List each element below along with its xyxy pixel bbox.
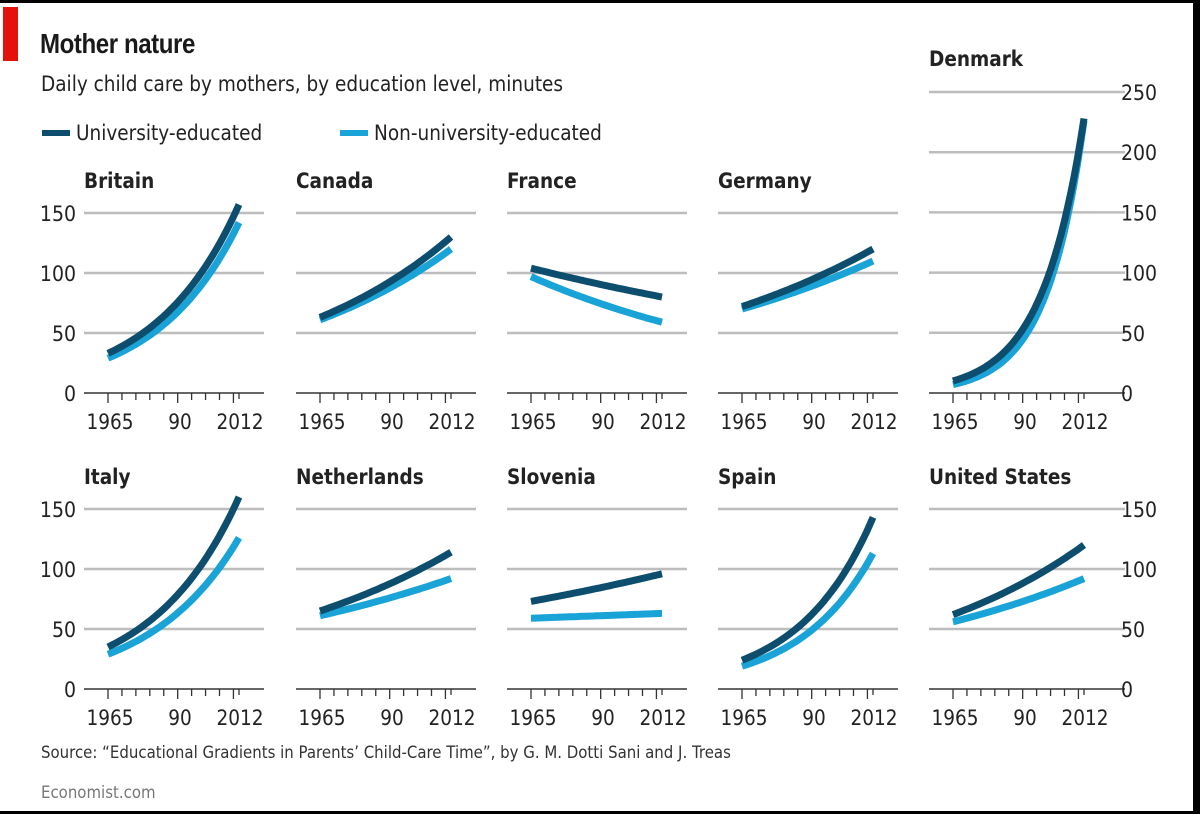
x-tick-label-britain-90: 90	[168, 410, 192, 434]
series-line-canada-university	[318, 234, 454, 321]
x-tick-label-denmark-2012: 2012	[1061, 410, 1108, 434]
panel-title-italy: Italy	[84, 465, 131, 489]
x-tick-label-france-90: 90	[591, 410, 615, 434]
panel-title-slovenia: Slovenia	[507, 465, 596, 489]
series-line-britain-university	[106, 203, 243, 357]
series-line-spain-non-university	[740, 551, 877, 670]
x-tick-label-slovenia-1965: 1965	[509, 706, 556, 730]
series-line-spain-university	[740, 515, 877, 664]
series-line-netherlands-non-university	[319, 575, 453, 620]
y-tick-label-united-states-100: 100	[1121, 557, 1157, 582]
y-tick-label-united-states-50: 50	[1121, 617, 1145, 642]
series-line-slovenia-non-university	[530, 609, 663, 622]
panel-title-britain: Britain	[84, 169, 154, 193]
x-tick-label-italy-90: 90	[168, 706, 192, 730]
y-tick-label-italy-150: 150	[40, 497, 76, 522]
x-tick-label-spain-90: 90	[802, 706, 826, 730]
panel-title-netherlands: Netherlands	[296, 465, 424, 489]
y-tick-label-denmark-150: 150	[1121, 200, 1157, 225]
x-tick-label-netherlands-2012: 2012	[428, 706, 475, 730]
legend-label-university: University-educated	[76, 121, 263, 145]
x-tick-label-netherlands-1965: 1965	[298, 706, 345, 730]
source-note: Source: “Educational Gradients in Parent…	[41, 743, 731, 763]
x-tick-label-slovenia-2012: 2012	[639, 706, 686, 730]
y-tick-label-italy-0: 0	[64, 677, 76, 702]
x-tick-label-netherlands-90: 90	[380, 706, 404, 730]
x-tick-label-slovenia-90: 90	[591, 706, 615, 730]
legend-swatch-university	[42, 130, 70, 136]
chart-frame	[0, 3, 1193, 811]
y-tick-label-britain-50: 50	[52, 321, 76, 346]
x-tick-label-spain-1965: 1965	[720, 706, 767, 730]
x-tick-label-germany-2012: 2012	[850, 410, 897, 434]
y-tick-label-denmark-200: 200	[1121, 140, 1157, 165]
x-tick-label-france-2012: 2012	[639, 410, 686, 434]
panel-title-spain: Spain	[718, 465, 776, 489]
y-tick-label-italy-100: 100	[40, 557, 76, 582]
y-tick-label-britain-150: 150	[40, 201, 76, 226]
y-tick-label-denmark-0: 0	[1121, 381, 1133, 406]
series-line-france-university	[530, 264, 663, 301]
y-tick-label-united-states-150: 150	[1121, 497, 1157, 522]
series-line-slovenia-university	[530, 570, 663, 605]
y-tick-label-denmark-100: 100	[1121, 261, 1157, 286]
series-line-germany-university	[740, 245, 875, 310]
x-tick-label-france-1965: 1965	[509, 410, 556, 434]
x-tick-label-spain-2012: 2012	[850, 706, 897, 730]
y-tick-label-britain-100: 100	[40, 261, 76, 286]
x-tick-label-germany-1965: 1965	[720, 410, 767, 434]
x-tick-label-canada-90: 90	[380, 410, 404, 434]
series-line-italy-non-university	[106, 535, 243, 658]
x-tick-label-germany-90: 90	[802, 410, 826, 434]
y-tick-label-britain-0: 0	[64, 381, 76, 406]
x-tick-label-denmark-90: 90	[1013, 410, 1037, 434]
x-tick-label-britain-1965: 1965	[86, 410, 133, 434]
series-line-britain-non-university	[106, 221, 243, 362]
panel-title-france: France	[507, 169, 577, 193]
panel-title-germany: Germany	[718, 169, 812, 193]
red-accent-bar	[3, 7, 18, 61]
series-line-netherlands-university	[318, 549, 453, 615]
series-line-france-non-university	[529, 273, 663, 326]
series-line-denmark-university	[951, 117, 1088, 385]
y-tick-label-denmark-250: 250	[1121, 80, 1157, 105]
x-tick-label-britain-2012: 2012	[216, 410, 263, 434]
legend-label-non-university: Non-university-educated	[374, 121, 602, 145]
legend-swatch-non-university	[340, 130, 368, 136]
panel-title-canada: Canada	[296, 169, 373, 193]
x-tick-label-denmark-1965: 1965	[931, 410, 978, 434]
x-tick-label-canada-1965: 1965	[298, 410, 345, 434]
x-tick-label-united-states-90: 90	[1013, 706, 1037, 730]
y-tick-label-denmark-50: 50	[1121, 321, 1145, 346]
chart-subtitle: Daily child care by mothers, by educatio…	[41, 72, 564, 96]
x-tick-label-italy-1965: 1965	[86, 706, 133, 730]
x-tick-label-italy-2012: 2012	[216, 706, 263, 730]
x-tick-label-united-states-1965: 1965	[931, 706, 978, 730]
chart-title: Mother nature	[40, 28, 195, 59]
credit-line: Economist.com	[41, 783, 156, 803]
legend-item-university: University-educated	[42, 120, 288, 146]
series-line-united-states-university	[951, 542, 1087, 618]
x-tick-label-canada-2012: 2012	[428, 410, 475, 434]
legend-item-non-university: Non-university-educated	[340, 120, 633, 146]
panel-title-united-states: United States	[929, 465, 1071, 489]
series-line-denmark-non-university	[952, 120, 1088, 389]
series-line-italy-university	[106, 495, 243, 651]
y-tick-label-italy-50: 50	[52, 617, 76, 642]
x-tick-label-united-states-2012: 2012	[1061, 706, 1108, 730]
series-line-united-states-non-university	[952, 575, 1086, 626]
panel-title-denmark: Denmark	[929, 47, 1024, 71]
y-tick-label-united-states-0: 0	[1121, 677, 1133, 702]
